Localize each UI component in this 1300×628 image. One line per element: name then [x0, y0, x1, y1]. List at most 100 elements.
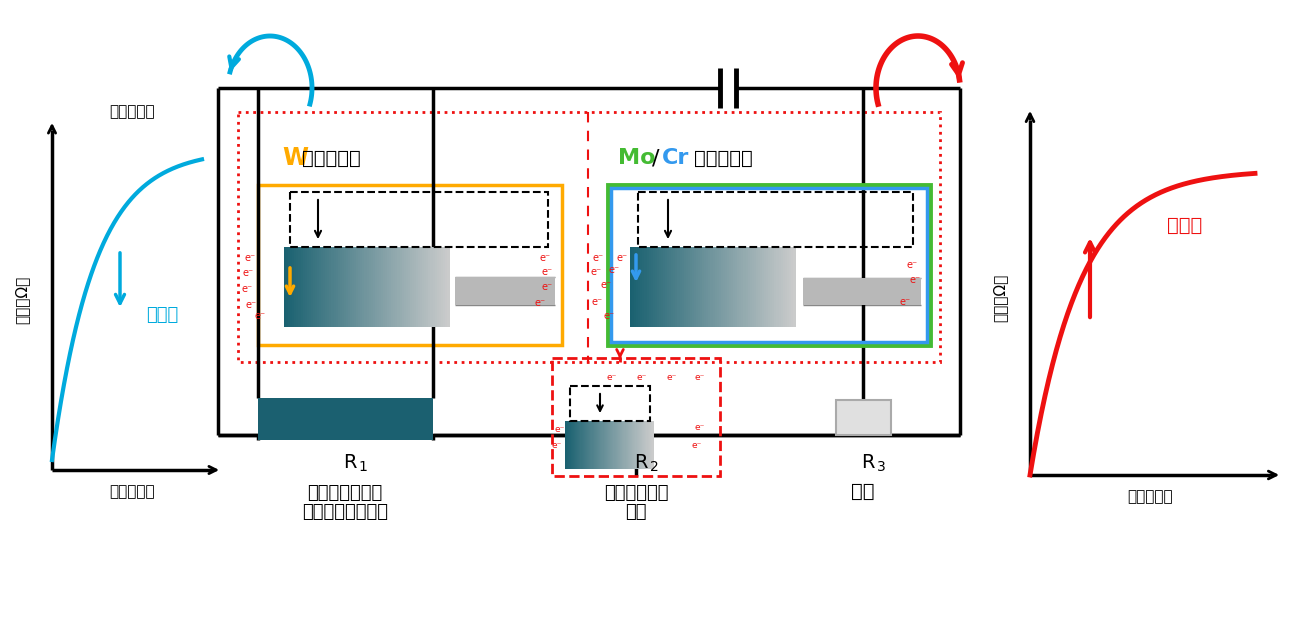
Bar	[692, 247, 694, 327]
Text: 1: 1	[359, 460, 368, 474]
Bar	[640, 421, 641, 469]
Bar	[437, 247, 439, 327]
Bar	[670, 247, 672, 327]
Bar	[758, 247, 760, 327]
Bar	[552, 358, 720, 476]
Bar	[653, 247, 655, 327]
Bar	[604, 421, 606, 469]
Bar	[359, 247, 361, 327]
Text: e⁻: e⁻	[255, 311, 265, 321]
Bar	[645, 247, 647, 327]
Bar	[659, 247, 662, 327]
Bar	[585, 421, 586, 469]
Text: ドーピング: ドーピング	[302, 148, 361, 168]
Bar	[641, 421, 642, 469]
Bar	[290, 247, 292, 327]
Bar	[708, 247, 711, 327]
Text: e⁻: e⁻	[692, 441, 702, 450]
Text: e⁻: e⁻	[244, 253, 256, 263]
Bar	[329, 247, 332, 327]
Bar	[566, 421, 567, 469]
Bar	[760, 247, 763, 327]
Bar	[313, 247, 316, 327]
Bar	[603, 421, 604, 469]
Bar	[575, 421, 576, 469]
Bar	[350, 247, 352, 327]
Bar	[367, 247, 369, 327]
Bar	[790, 247, 793, 327]
Text: ガスを吸着した: ガスを吸着した	[307, 484, 382, 502]
Bar	[410, 247, 412, 327]
Text: 時間（分）: 時間（分）	[109, 484, 155, 499]
Bar	[328, 247, 330, 327]
Text: Cr: Cr	[662, 148, 689, 168]
Text: e⁻: e⁻	[900, 297, 910, 307]
Bar	[577, 421, 578, 469]
Bar	[836, 400, 890, 435]
Bar	[783, 247, 785, 327]
Bar	[694, 247, 697, 327]
Bar	[779, 247, 781, 327]
Bar	[727, 247, 729, 327]
Bar	[651, 421, 654, 469]
Bar	[616, 421, 619, 469]
Bar	[688, 247, 690, 327]
Bar	[636, 421, 637, 469]
Bar	[360, 247, 363, 327]
Bar	[786, 247, 789, 327]
Bar	[580, 421, 581, 469]
Bar	[633, 421, 634, 469]
Bar	[737, 247, 740, 327]
Bar	[740, 247, 742, 327]
Bar	[681, 247, 684, 327]
Bar	[615, 421, 616, 469]
Bar	[588, 421, 590, 469]
Bar	[422, 247, 425, 327]
Bar	[641, 247, 644, 327]
Text: 接合: 接合	[625, 503, 647, 521]
Bar	[607, 421, 608, 469]
Bar	[780, 247, 783, 327]
Text: 上向き: 上向き	[1167, 215, 1203, 234]
Bar	[318, 247, 321, 327]
Bar	[296, 247, 299, 327]
Bar	[441, 247, 443, 327]
Bar	[745, 247, 748, 327]
Bar	[580, 421, 582, 469]
Text: e⁻: e⁻	[603, 311, 615, 321]
Bar	[775, 247, 777, 327]
Bar	[420, 247, 423, 327]
Bar	[406, 247, 408, 327]
Bar	[354, 247, 356, 327]
Text: /: /	[653, 148, 659, 168]
Text: e⁻: e⁻	[534, 298, 546, 308]
Bar	[645, 421, 647, 469]
Bar	[651, 421, 653, 469]
Bar	[381, 247, 384, 327]
Bar	[238, 112, 940, 362]
Text: 抵抗（Ω）: 抵抗（Ω）	[14, 276, 30, 324]
Bar	[647, 421, 649, 469]
Bar	[597, 421, 598, 469]
Bar	[656, 247, 659, 327]
Bar	[629, 421, 630, 469]
Bar	[566, 421, 568, 469]
Bar	[364, 247, 367, 327]
Text: e⁻: e⁻	[541, 282, 552, 292]
Bar	[571, 421, 572, 469]
Text: e⁻: e⁻	[590, 267, 602, 277]
Bar	[776, 247, 779, 327]
Bar	[645, 421, 646, 469]
Bar	[573, 421, 576, 469]
Bar	[768, 247, 771, 327]
Bar	[304, 247, 307, 327]
Text: e⁻: e⁻	[541, 267, 552, 277]
Bar	[424, 247, 426, 327]
Bar	[614, 421, 615, 469]
Bar	[352, 247, 355, 327]
Text: R: R	[861, 453, 875, 472]
Bar	[733, 247, 736, 327]
Text: 2: 2	[650, 460, 658, 474]
Bar	[567, 421, 569, 469]
Bar	[402, 247, 404, 327]
